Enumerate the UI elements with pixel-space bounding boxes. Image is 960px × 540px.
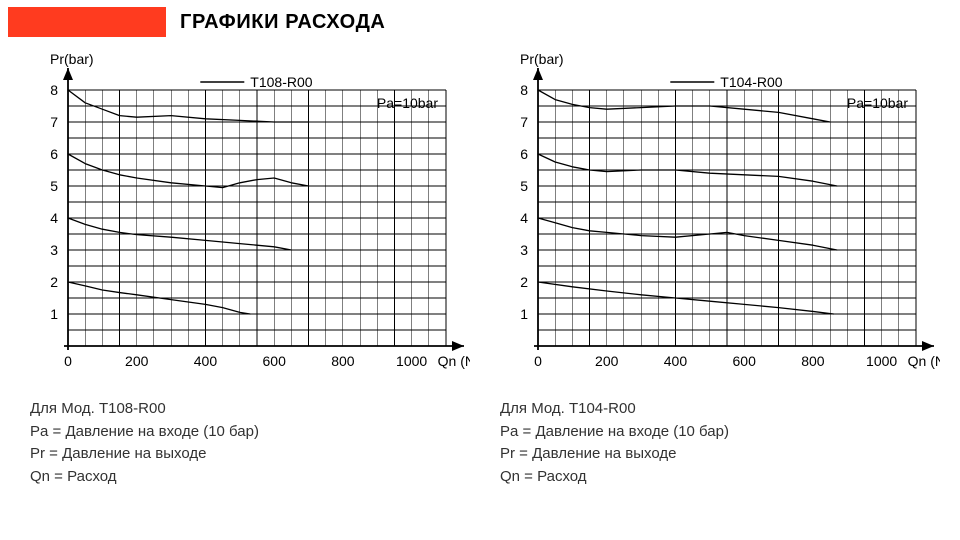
svg-text:Pa=10bar: Pa=10bar: [847, 95, 908, 111]
svg-text:800: 800: [331, 353, 355, 369]
svg-text:800: 800: [801, 353, 825, 369]
svg-text:1: 1: [50, 306, 58, 322]
svg-text:1000: 1000: [396, 353, 427, 369]
svg-text:1000: 1000: [866, 353, 897, 369]
svg-text:6: 6: [520, 146, 528, 162]
svg-text:600: 600: [733, 353, 757, 369]
chart-left-svg: 0 200 400 600 800 1000 1 2 3 4 5 6 7 8 Pr(bar) Qn (Nl/m…: [30, 54, 470, 384]
caption-line: Pa = Давление на входе (10 бар): [30, 421, 470, 444]
chart-left-captions: Для Мод. T108-R00Pa = Давление на входе …: [30, 384, 470, 488]
svg-text:Pa=10bar: Pa=10bar: [377, 95, 438, 111]
svg-text:4: 4: [50, 210, 58, 226]
caption-line: Pr = Давление на выходе: [30, 443, 470, 466]
svg-text:6: 6: [50, 146, 58, 162]
svg-text:7: 7: [50, 114, 58, 130]
svg-text:5: 5: [50, 178, 58, 194]
chart-right-captions: Для Мод. T104-R00Pa = Давление на входе …: [500, 384, 940, 488]
svg-text:T104-R00: T104-R00: [720, 74, 782, 90]
svg-text:8: 8: [50, 82, 58, 98]
caption-line: Pr = Давление на выходе: [500, 443, 940, 466]
caption-line: Для Мод. T108-R00: [30, 398, 470, 421]
svg-text:4: 4: [520, 210, 528, 226]
svg-text:400: 400: [664, 353, 688, 369]
chart-right-svg: 0 200 400 600 800 1000 1 2 3 4 5 6 7 8 Pr(bar) Qn (Nl/m…: [500, 54, 940, 384]
svg-text:Qn (Nl/min): Qn (Nl/min): [438, 353, 470, 369]
charts-row: 0 200 400 600 800 1000 1 2 3 4 5 6 7 8 Pr(bar) Qn (Nl/m…: [0, 40, 960, 488]
svg-text:Qn (Nl/min): Qn (Nl/min): [908, 353, 940, 369]
svg-text:200: 200: [125, 353, 149, 369]
svg-text:0: 0: [534, 353, 542, 369]
svg-text:5: 5: [520, 178, 528, 194]
caption-line: Pa = Давление на входе (10 бар): [500, 421, 940, 444]
chart-left: 0 200 400 600 800 1000 1 2 3 4 5 6 7 8 Pr(bar) Qn (Nl/m…: [30, 54, 470, 488]
svg-text:0: 0: [64, 353, 72, 369]
svg-text:7: 7: [520, 114, 528, 130]
svg-text:Pr(bar): Pr(bar): [520, 54, 564, 67]
title-row: ГРАФИКИ РАСХОДА: [0, 0, 960, 40]
svg-text:2: 2: [50, 274, 58, 290]
svg-text:600: 600: [263, 353, 287, 369]
svg-text:1: 1: [520, 306, 528, 322]
chart-right: 0 200 400 600 800 1000 1 2 3 4 5 6 7 8 Pr(bar) Qn (Nl/m…: [500, 54, 940, 488]
svg-text:400: 400: [194, 353, 218, 369]
caption-line: Qn = Расход: [500, 466, 940, 489]
svg-text:2: 2: [520, 274, 528, 290]
svg-text:3: 3: [520, 242, 528, 258]
svg-text:T108-R00: T108-R00: [250, 74, 312, 90]
svg-text:200: 200: [595, 353, 619, 369]
caption-line: Qn = Расход: [30, 466, 470, 489]
svg-text:8: 8: [520, 82, 528, 98]
page-title: ГРАФИКИ РАСХОДА: [180, 11, 385, 34]
svg-text:3: 3: [50, 242, 58, 258]
caption-line: Для Мод. T104-R00: [500, 398, 940, 421]
accent-bar: [8, 7, 166, 37]
svg-text:Pr(bar): Pr(bar): [50, 54, 94, 67]
